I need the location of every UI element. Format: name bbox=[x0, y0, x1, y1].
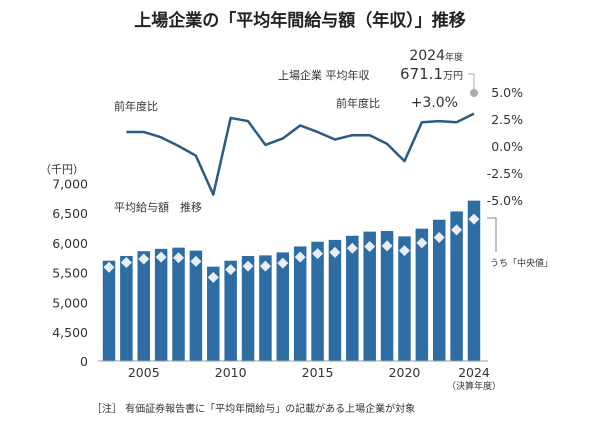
median-point-2015 bbox=[312, 248, 324, 260]
median-point-2018 bbox=[364, 240, 376, 252]
line-series-label: 前年度比 bbox=[114, 99, 158, 113]
median-point-2003 bbox=[103, 261, 115, 273]
bar-2013 bbox=[276, 252, 290, 361]
right-tick-label: 2.5% bbox=[491, 112, 523, 127]
bar-2018 bbox=[363, 231, 376, 361]
bar-series bbox=[102, 200, 481, 361]
median-point-2021 bbox=[416, 237, 428, 249]
median-point-2022 bbox=[433, 232, 445, 244]
footnote: ［注］ 有価証券報告書に「平均年間給与」の記載がある上場企業が対象 bbox=[92, 402, 415, 415]
bar-series-label: 平均給与額 推移 bbox=[114, 200, 202, 214]
left-tick-label: 0 bbox=[80, 354, 88, 369]
median-point-2014 bbox=[294, 251, 306, 263]
annotation-yoy-value: +3.0% bbox=[411, 95, 458, 111]
yoy-line bbox=[126, 112, 475, 196]
median-leader bbox=[487, 217, 497, 252]
bar-2007 bbox=[172, 247, 185, 361]
bar-2004 bbox=[120, 255, 133, 361]
median-point-2024 bbox=[468, 213, 480, 225]
right-tick-label: -5.0% bbox=[487, 193, 523, 208]
annotation-avg: 671.1万円 bbox=[400, 65, 463, 83]
bar-2006 bbox=[154, 248, 168, 361]
yoy-line-series bbox=[126, 112, 475, 196]
bar-2003 bbox=[102, 260, 116, 361]
bar-2011 bbox=[241, 255, 255, 361]
median-point-2011 bbox=[242, 260, 254, 272]
median-point-2013 bbox=[277, 257, 289, 269]
bar-2010 bbox=[224, 260, 237, 361]
median-point-2006 bbox=[155, 251, 167, 263]
bar-2008 bbox=[189, 250, 203, 361]
annotation-avg-unit: 万円 bbox=[443, 71, 463, 82]
annotation-year: 2024年度 bbox=[409, 48, 463, 64]
median-point-2019 bbox=[381, 240, 393, 252]
bar-2014 bbox=[293, 246, 307, 361]
annotation-year-value: 2024 bbox=[409, 48, 445, 64]
right-tick-label: 0.0% bbox=[491, 139, 523, 154]
x-axis-note: （決算年度） bbox=[447, 380, 501, 392]
bar-2012 bbox=[259, 255, 272, 361]
median-point-2020 bbox=[398, 245, 410, 257]
bar-2019 bbox=[380, 231, 394, 361]
median-point-2008 bbox=[190, 255, 202, 267]
annotation-avg-label: 上場企業 平均年収 bbox=[278, 68, 370, 82]
annotation-avg-value: 671.1 bbox=[400, 65, 443, 83]
median-point-2023 bbox=[451, 224, 463, 236]
median-point-2010 bbox=[225, 264, 237, 276]
right-tick-label: 5.0% bbox=[491, 85, 523, 100]
x-tick-label: 2024 bbox=[458, 365, 490, 380]
left-tick-label: 4,500 bbox=[52, 325, 88, 340]
bar-2021 bbox=[415, 228, 429, 361]
median-point-2016 bbox=[329, 246, 341, 258]
median-point-2012 bbox=[259, 260, 271, 272]
x-tick-label: 2005 bbox=[128, 365, 160, 380]
bar-2016 bbox=[328, 239, 342, 361]
median-point-2005 bbox=[138, 253, 150, 265]
right-tick-label: -2.5% bbox=[487, 166, 523, 181]
median-point-2009 bbox=[207, 271, 219, 283]
median-point-2007 bbox=[173, 252, 185, 264]
bar-2020 bbox=[398, 236, 411, 361]
annotation-leader bbox=[468, 73, 475, 92]
bar-2005 bbox=[137, 251, 151, 361]
left-tick-label: 5,500 bbox=[52, 266, 88, 281]
x-tick-label: 2015 bbox=[302, 365, 334, 380]
left-axis-unit: （千円） bbox=[40, 163, 84, 176]
left-tick-label: 5,000 bbox=[52, 295, 88, 310]
x-tick-label: 2010 bbox=[215, 365, 247, 380]
left-axis: （千円） 7,000 6,500 6,000 5,500 5,000 4,500 0 bbox=[40, 163, 88, 369]
bar-2022 bbox=[432, 219, 446, 361]
bar-2023 bbox=[450, 211, 463, 361]
chart-title: 上場企業の「平均年間給与額（年収）」推移 bbox=[134, 10, 466, 31]
bar-2017 bbox=[346, 235, 359, 361]
annotation-dot bbox=[470, 89, 478, 97]
x-axis: （決算年度） 2005 2010 2015 2020 2024 bbox=[128, 365, 501, 392]
annotation-yoy-label: 前年度比 bbox=[336, 96, 380, 110]
bar-2015 bbox=[311, 241, 324, 361]
left-tick-label: 7,000 bbox=[52, 177, 88, 192]
left-tick-label: 6,000 bbox=[52, 236, 88, 251]
bar-2009 bbox=[207, 266, 220, 361]
right-axis: 5.0% 2.5% 0.0% -2.5% -5.0% bbox=[487, 85, 523, 208]
median-point-2017 bbox=[346, 242, 358, 254]
x-tick-label: 2020 bbox=[389, 365, 421, 380]
bar-2024 bbox=[467, 200, 481, 361]
median-series bbox=[103, 213, 480, 283]
left-tick-label: 6,500 bbox=[52, 206, 88, 221]
median-point-2004 bbox=[120, 257, 132, 269]
median-series-label: うち「中央値」 bbox=[490, 257, 553, 269]
annotation-year-suffix: 年度 bbox=[445, 51, 463, 63]
